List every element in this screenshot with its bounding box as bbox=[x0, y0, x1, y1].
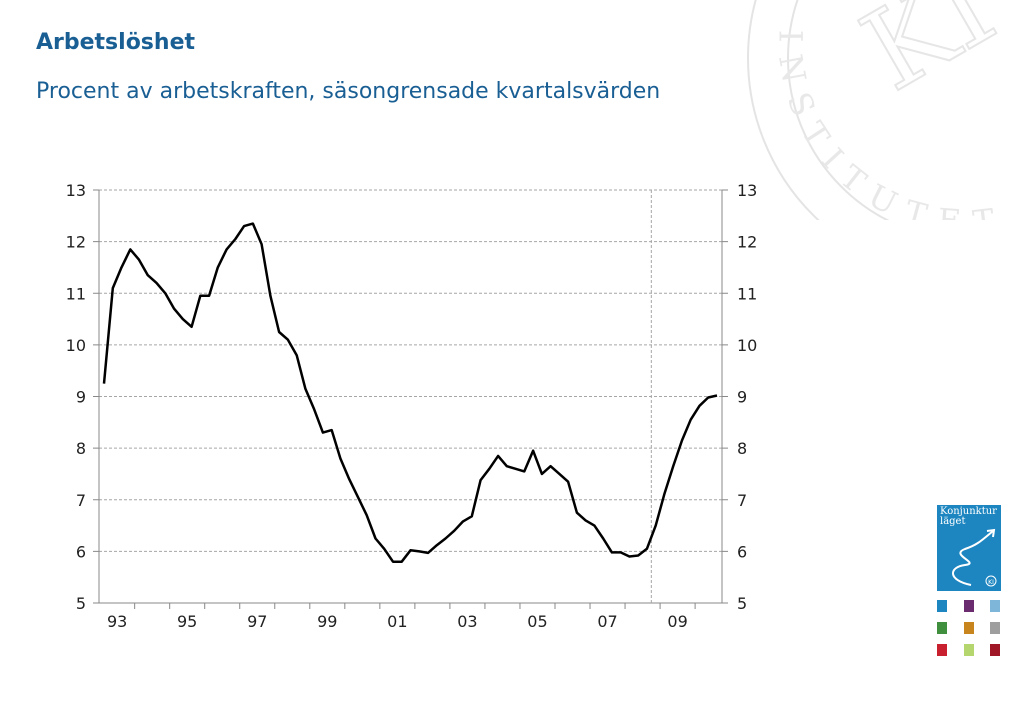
y-tick-label-left: 6 bbox=[76, 542, 86, 561]
y-tick-label-left: 12 bbox=[66, 233, 86, 252]
report-thumbnail[interactable] bbox=[990, 622, 1000, 634]
x-tick-label: 09 bbox=[667, 612, 687, 631]
x-tick-label: 05 bbox=[527, 612, 547, 631]
chart-title: Arbetslöshet bbox=[36, 30, 196, 55]
y-tick-label-left: 8 bbox=[76, 439, 86, 458]
report-thumbnail[interactable] bbox=[990, 644, 1000, 656]
x-tick-label: 01 bbox=[387, 612, 407, 631]
x-tick-label: 97 bbox=[247, 612, 267, 631]
report-thumbnail[interactable] bbox=[990, 600, 1000, 612]
report-thumbnail[interactable] bbox=[964, 600, 974, 612]
x-tick-label: 07 bbox=[597, 612, 617, 631]
y-tick-label-right: 8 bbox=[737, 439, 747, 458]
report-thumbnail[interactable] bbox=[937, 622, 947, 634]
chart-subtitle: Procent av arbetskraften, säsongrensade … bbox=[36, 79, 661, 104]
y-tick-label-right: 5 bbox=[737, 594, 747, 613]
report-thumbnail[interactable] bbox=[937, 644, 947, 656]
y-tick-label-left: 11 bbox=[66, 284, 86, 303]
report-thumbnail[interactable] bbox=[964, 622, 974, 634]
unemployment-series-line bbox=[102, 222, 718, 563]
x-tick-label: 95 bbox=[177, 612, 197, 631]
ki-seal-watermark: INSTITUTET KI bbox=[747, 0, 1016, 220]
x-tick-label: 99 bbox=[317, 612, 337, 631]
report-cover-title-line1: Konjunktur bbox=[940, 506, 997, 517]
y-tick-label-right: 7 bbox=[737, 491, 747, 510]
report-thumbnail[interactable] bbox=[964, 644, 974, 656]
x-tick-label: 93 bbox=[107, 612, 127, 631]
y-tick-label-right: 13 bbox=[737, 181, 757, 200]
y-tick-label-left: 7 bbox=[76, 491, 86, 510]
konjunkturlaget-report-cover[interactable]: Konjunktur läget KI bbox=[937, 505, 1001, 591]
y-tick-label-right: 6 bbox=[737, 542, 747, 561]
report-thumbnail[interactable] bbox=[937, 600, 947, 612]
y-tick-label-right: 10 bbox=[737, 336, 757, 355]
report-cover-title-line2: läget bbox=[940, 516, 966, 527]
y-tick-label-right: 12 bbox=[737, 233, 757, 252]
y-tick-label-left: 13 bbox=[66, 181, 86, 200]
y-tick-label-right: 11 bbox=[737, 284, 757, 303]
report-cover-arrow-icon: KI bbox=[952, 528, 997, 587]
y-tick-label-left: 9 bbox=[76, 388, 86, 407]
y-tick-label-right: 9 bbox=[737, 388, 747, 407]
report-cover-badge: KI bbox=[988, 579, 994, 586]
y-tick-label-left: 10 bbox=[66, 336, 86, 355]
x-tick-label: 03 bbox=[457, 612, 477, 631]
y-tick-label-left: 5 bbox=[76, 594, 86, 613]
